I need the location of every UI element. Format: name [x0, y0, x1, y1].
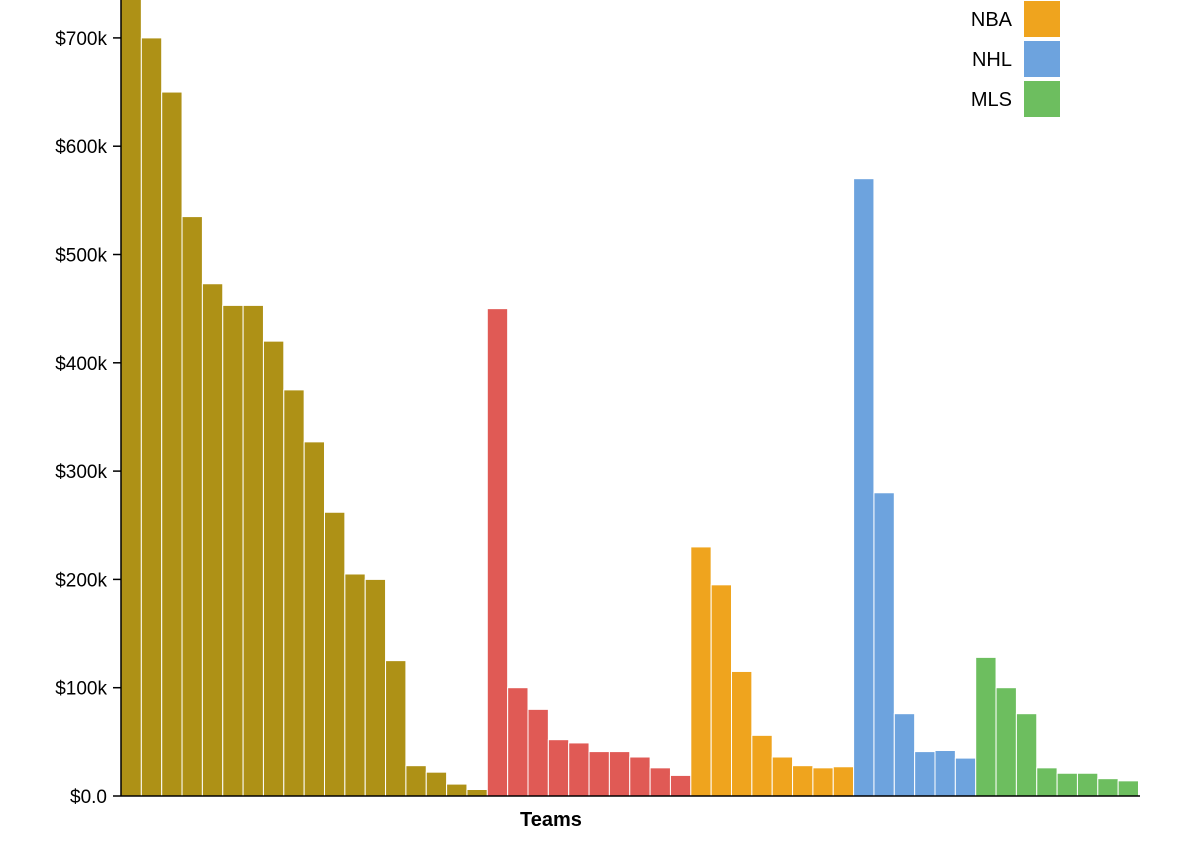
- bars-group: [120, 0, 1140, 797]
- bar-s2-4: [771, 756, 794, 797]
- legend: NBA NHL MLS: [971, 1, 1060, 117]
- y-tick-label: $600k: [55, 137, 107, 158]
- bar-s2-6: [812, 767, 834, 797]
- bar-s4-4: [1056, 772, 1078, 797]
- legend-label-mls: MLS: [971, 89, 1012, 111]
- bar-s0-15: [425, 771, 448, 797]
- bar-s3-3: [914, 751, 936, 797]
- bar-s2-1: [710, 584, 733, 797]
- bar-s0-11: [344, 573, 366, 797]
- bar-s4-5: [1076, 772, 1099, 797]
- bar-s1-8: [649, 767, 671, 797]
- bar-s0-0: [120, 0, 142, 797]
- bar-s0-6: [242, 304, 264, 797]
- legend-swatch-nba: [1024, 1, 1060, 37]
- bar-s1-2: [527, 708, 549, 797]
- bar-s3-2: [893, 713, 916, 797]
- y-tick-label: $100k: [55, 679, 107, 700]
- bar-s1-4: [568, 742, 590, 797]
- bar-s2-7: [832, 766, 855, 797]
- bar-s4-3: [1036, 767, 1058, 797]
- bar-s0-1: [140, 37, 163, 797]
- bar-s1-3: [547, 739, 570, 797]
- bar-s2-5: [792, 765, 814, 797]
- bar-s0-3: [181, 216, 203, 797]
- bar-s3-1: [873, 492, 895, 797]
- legend-label-nhl: NHL: [972, 49, 1012, 71]
- bar-s3-5: [954, 757, 977, 797]
- bar-s1-1: [507, 687, 529, 797]
- bar-s0-12: [364, 578, 387, 797]
- bar-s3-4: [934, 750, 956, 797]
- bar-s1-7: [629, 756, 651, 797]
- bar-s0-9: [303, 441, 325, 797]
- bar-s2-3: [751, 734, 773, 797]
- bar-s0-5: [222, 304, 244, 797]
- bar-s0-16: [446, 783, 468, 797]
- bar-s0-13: [385, 660, 407, 797]
- legend-swatch-nhl: [1024, 41, 1060, 77]
- bar-s0-17: [466, 789, 488, 797]
- bar-s4-0: [975, 656, 997, 797]
- bar-s0-10: [324, 511, 346, 797]
- bar-s4-2: [1015, 713, 1038, 797]
- bar-s1-9: [669, 774, 692, 797]
- bar-s2-2: [731, 670, 753, 797]
- bar-s0-4: [201, 283, 224, 797]
- bar-s2-0: [690, 546, 712, 797]
- y-tick-label: $500k: [55, 246, 107, 267]
- bar-s0-7: [262, 340, 285, 797]
- bar-s0-8: [283, 389, 305, 797]
- bar-s4-6: [1097, 778, 1119, 797]
- y-tick-label: $400k: [55, 354, 107, 375]
- bar-s0-2: [161, 91, 183, 797]
- bar-s3-0: [853, 178, 875, 797]
- bar-s1-6: [608, 751, 631, 797]
- y-axis-ticks: $0.0 $100k $200k $300k $400k $500k $600k $700k: [55, 29, 121, 808]
- legend-swatch-mls: [1024, 81, 1060, 117]
- legend-label-nba: NBA: [971, 9, 1013, 31]
- y-tick-label: $300k: [55, 462, 107, 483]
- bar-s0-14: [405, 765, 427, 797]
- bar-s4-7: [1117, 780, 1140, 797]
- y-tick-label: $700k: [55, 29, 107, 50]
- bar-s1-0: [486, 308, 509, 797]
- x-axis-title: Teams: [520, 809, 582, 831]
- bar-s4-1: [995, 687, 1017, 797]
- bar-s1-5: [588, 751, 610, 797]
- y-tick-label: $200k: [55, 570, 107, 591]
- y-tick-label: $0.0: [70, 787, 107, 808]
